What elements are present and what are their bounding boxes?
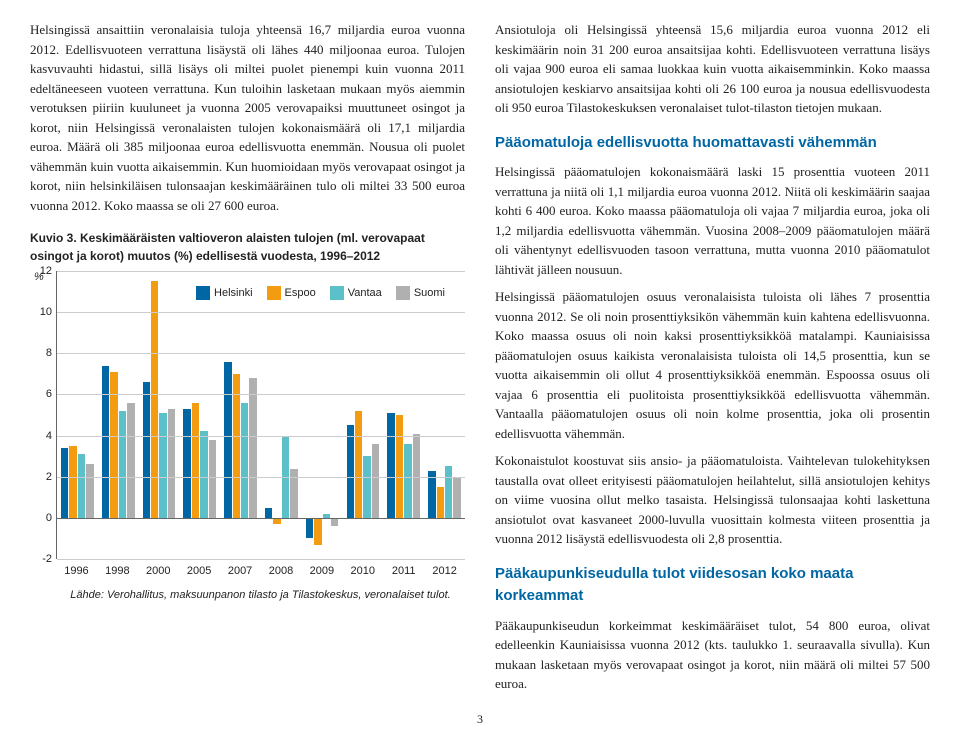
y-tick: 4: [46, 427, 52, 444]
bar-group: [302, 271, 343, 559]
bar: [363, 271, 370, 559]
y-tick: 6: [46, 386, 52, 403]
bar: [233, 271, 240, 559]
bar: [159, 271, 166, 559]
x-label: 2000: [138, 563, 179, 580]
bar: [387, 271, 394, 559]
x-label: 2007: [220, 563, 261, 580]
bar: [209, 271, 216, 559]
bar: [127, 271, 134, 559]
heading-paaomatuloja: Pääomatuloja edellisvuotta huomattavasti…: [495, 132, 930, 155]
x-label: 1998: [97, 563, 138, 580]
bar: [61, 271, 68, 559]
page-number: 3: [30, 710, 930, 728]
right-paragraph-1: Ansiotuloja oli Helsingissä yhteensä 15,…: [495, 20, 930, 118]
chart-title: Kuvio 3. Keskimääräisten valtioveron ala…: [30, 229, 465, 265]
bar: [192, 271, 199, 559]
left-paragraph-1: Helsingissä ansaittiin veronalaisia tulo…: [30, 20, 465, 215]
bar-groups: [57, 271, 465, 559]
y-tick: -2: [42, 551, 52, 568]
bar: [355, 271, 362, 559]
bar: [265, 271, 272, 559]
right-paragraph-4: Kokonaistulot koostuvat siis ansio- ja p…: [495, 451, 930, 549]
bar: [86, 271, 93, 559]
bar: [437, 271, 444, 559]
bar: [445, 271, 452, 559]
bar-group: [98, 271, 139, 559]
bar: [143, 271, 150, 559]
right-paragraph-5: Pääkaupunkiseudun korkeimmat keskimääräi…: [495, 616, 930, 694]
bar: [453, 271, 460, 559]
bar: [396, 271, 403, 559]
x-label: 2010: [342, 563, 383, 580]
bar: [200, 271, 207, 559]
bar: [314, 271, 321, 559]
bar: [168, 271, 175, 559]
bar-group: [424, 271, 465, 559]
y-tick: 12: [40, 263, 52, 280]
bar-chart: % -2024681012 HelsinkiEspooVantaaSuomi 1…: [30, 271, 465, 611]
bar: [372, 271, 379, 559]
plot-area: HelsinkiEspooVantaaSuomi: [56, 271, 465, 559]
bar: [347, 271, 354, 559]
right-paragraph-3: Helsingissä pääomatulojen osuus veronala…: [495, 287, 930, 443]
bar: [273, 271, 280, 559]
bar: [119, 271, 126, 559]
bar: [331, 271, 338, 559]
heading-paakaupunkiseudulla: Pääkaupunkiseudulla tulot viidesosan kok…: [495, 563, 930, 608]
bar: [323, 271, 330, 559]
bar: [306, 271, 313, 559]
bar: [241, 271, 248, 559]
bar: [69, 271, 76, 559]
bar: [151, 271, 158, 559]
bar: [183, 271, 190, 559]
x-label: 2005: [179, 563, 220, 580]
bar-group: [383, 271, 424, 559]
x-label: 2012: [424, 563, 465, 580]
bar-group: [343, 271, 384, 559]
y-axis: -2024681012: [30, 271, 54, 559]
bar: [224, 271, 231, 559]
chart-source: Lähde: Verohallitus, maksuunpanon tilast…: [56, 587, 465, 604]
y-tick: 0: [46, 510, 52, 527]
bar: [102, 271, 109, 559]
x-label: 2009: [301, 563, 342, 580]
bar-group: [261, 271, 302, 559]
bar: [282, 271, 289, 559]
bar: [404, 271, 411, 559]
bar-group: [57, 271, 98, 559]
bar: [78, 271, 85, 559]
bar: [249, 271, 256, 559]
bar: [290, 271, 297, 559]
x-label: 2008: [261, 563, 302, 580]
bar: [428, 271, 435, 559]
x-label: 1996: [56, 563, 97, 580]
bar-group: [179, 271, 220, 559]
y-tick: 2: [46, 468, 52, 485]
bar-group: [220, 271, 261, 559]
x-label: 2011: [383, 563, 424, 580]
bar-group: [139, 271, 180, 559]
right-paragraph-2: Helsingissä pääomatulojen kokonaismäärä …: [495, 162, 930, 279]
y-tick: 8: [46, 345, 52, 362]
y-tick: 10: [40, 304, 52, 321]
bar: [110, 271, 117, 559]
bar: [413, 271, 420, 559]
x-axis-labels: 1996199820002005200720082009201020112012: [56, 563, 465, 580]
